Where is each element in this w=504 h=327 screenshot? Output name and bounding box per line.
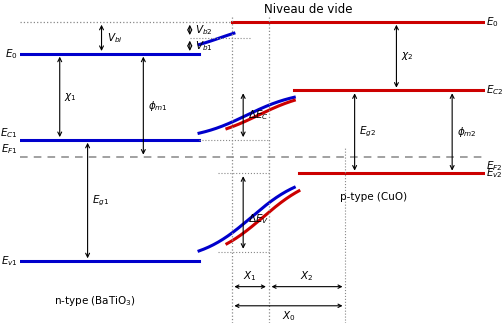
Text: $\phi_{m1}$: $\phi_{m1}$ — [148, 99, 168, 112]
Text: $X_1$: $X_1$ — [243, 269, 257, 283]
Text: $V_{bi}$: $V_{bi}$ — [107, 31, 123, 45]
Text: $X_0$: $X_0$ — [282, 310, 295, 323]
Text: $E_{g1}$: $E_{g1}$ — [92, 193, 109, 208]
Text: $E_{g2}$: $E_{g2}$ — [359, 125, 376, 139]
Text: $E_0$: $E_0$ — [486, 15, 499, 29]
Text: $E_{v2}$: $E_{v2}$ — [486, 166, 503, 180]
Text: $\Delta E_V$: $\Delta E_V$ — [248, 212, 269, 226]
Text: $E_{v1}$: $E_{v1}$ — [1, 254, 18, 268]
Text: $\chi_1$: $\chi_1$ — [65, 91, 77, 103]
Text: $E_{F2}$: $E_{F2}$ — [486, 159, 502, 173]
Text: Niveau de vide: Niveau de vide — [264, 3, 352, 16]
Text: $E_{F1}$: $E_{F1}$ — [1, 142, 18, 156]
Text: $\phi_{m2}$: $\phi_{m2}$ — [457, 125, 477, 139]
Text: $V_{b1}$: $V_{b1}$ — [196, 39, 213, 53]
Text: $\chi_2$: $\chi_2$ — [401, 50, 413, 62]
Text: n-type (BaTiO$_3$): n-type (BaTiO$_3$) — [53, 294, 136, 308]
Text: $\Delta E_C$: $\Delta E_C$ — [248, 108, 269, 122]
Text: $X_2$: $X_2$ — [300, 269, 313, 283]
Text: $E_{C2}$: $E_{C2}$ — [486, 84, 503, 97]
Text: $E_{C1}$: $E_{C1}$ — [1, 126, 18, 140]
Text: $E_0$: $E_0$ — [5, 47, 18, 61]
Text: p-type (CuO): p-type (CuO) — [340, 192, 407, 202]
Text: $V_{b2}$: $V_{b2}$ — [196, 23, 213, 37]
